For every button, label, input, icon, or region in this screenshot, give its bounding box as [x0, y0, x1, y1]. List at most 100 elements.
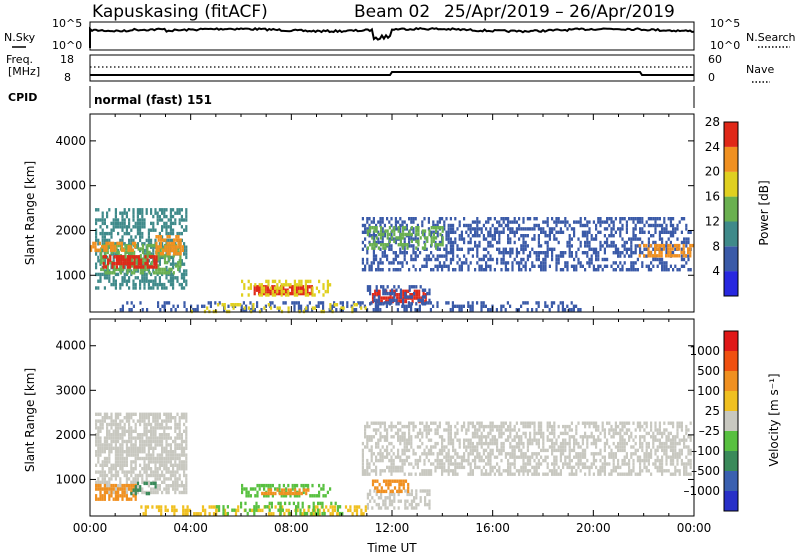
- radar-cell: [564, 308, 567, 312]
- radar-cell: [152, 248, 155, 253]
- radar-cell: [449, 455, 452, 459]
- radar-cell: [478, 452, 481, 456]
- radar-cell: [421, 469, 424, 473]
- radar-cell: [421, 295, 424, 299]
- radar-cell: [152, 433, 155, 437]
- radar-cell: [524, 455, 527, 459]
- radar-cell: [114, 208, 117, 212]
- radar-cell: [397, 243, 400, 247]
- radar-cell: [608, 244, 611, 248]
- radar-cell: [131, 241, 134, 246]
- radar-cell: [121, 446, 124, 450]
- radar-cell: [403, 304, 406, 308]
- radar-cell: [172, 221, 175, 226]
- radar-cell: [617, 448, 620, 453]
- radar-cell: [643, 455, 646, 459]
- radar-cell: [405, 438, 408, 442]
- radar-cell: [568, 462, 571, 466]
- radar-cell: [524, 234, 527, 238]
- radar-cell: [418, 308, 421, 312]
- radar-cell: [134, 429, 137, 433]
- radar-cell: [504, 251, 507, 255]
- radar-cell: [650, 472, 653, 476]
- radar-cell: [566, 465, 569, 470]
- radar-cell: [209, 301, 212, 305]
- radar-cell: [172, 467, 175, 471]
- radar-cell: [511, 220, 514, 224]
- radar-cell: [667, 268, 670, 272]
- radar-cell: [132, 453, 135, 457]
- radar-cell: [383, 234, 386, 238]
- radar-cell: [159, 267, 162, 272]
- radar-cell: [361, 448, 364, 453]
- radar-cell: [414, 462, 417, 466]
- radar-cell: [256, 483, 259, 488]
- colorbar-tick-label: 28: [705, 115, 720, 129]
- radar-cell: [493, 441, 496, 446]
- radar-cell: [167, 456, 170, 461]
- radar-cell: [379, 452, 382, 456]
- radar-cell: [154, 419, 157, 423]
- radar-cell: [299, 285, 302, 289]
- radar-cell: [619, 251, 622, 255]
- nave-tick-bottom: 0: [708, 71, 715, 84]
- radar-cell: [366, 469, 369, 473]
- radar-cell: [392, 458, 395, 463]
- radar-cell: [507, 435, 510, 439]
- radar-cell: [150, 211, 153, 215]
- radar-cell: [271, 289, 274, 294]
- radar-cell: [471, 234, 474, 238]
- radar-cell: [641, 220, 644, 224]
- radar-cell: [603, 469, 606, 473]
- radar-cell: [500, 217, 503, 221]
- radar-cell: [401, 452, 404, 456]
- radar-cell: [397, 448, 400, 453]
- radar-cell: [467, 251, 470, 255]
- radar-cell: [443, 247, 446, 251]
- radar-cell: [396, 296, 399, 300]
- radar-cell: [174, 308, 177, 312]
- radar-cell: [471, 421, 474, 425]
- radar-cell: [555, 220, 558, 224]
- radar-cell: [132, 494, 135, 498]
- radar-cell: [372, 469, 375, 473]
- radar-cell: [185, 490, 188, 495]
- radar-cell: [260, 483, 263, 488]
- radar-cell: [425, 264, 428, 268]
- radar-cell: [674, 230, 677, 234]
- radar-cell: [112, 221, 115, 226]
- radar-cell: [158, 426, 161, 430]
- radar-cell: [388, 268, 391, 272]
- radar-cell: [143, 248, 146, 253]
- radar-cell: [614, 469, 617, 473]
- radar-cell: [540, 455, 543, 459]
- radar-cell: [586, 237, 589, 241]
- radar-cell: [634, 261, 637, 265]
- radar-cell: [375, 431, 378, 436]
- radar-cell: [143, 286, 146, 290]
- radar-cell: [129, 265, 132, 269]
- radar-cell: [130, 426, 133, 430]
- radar-cell: [375, 229, 378, 233]
- radar-cell: [390, 428, 393, 432]
- radar-cell: [610, 472, 613, 476]
- radar-cell: [434, 465, 437, 470]
- radar-cell: [388, 441, 391, 446]
- radar-cell: [271, 293, 274, 297]
- radar-cell: [128, 470, 131, 474]
- radar-cell: [577, 257, 580, 262]
- radar-cell: [421, 435, 424, 439]
- radar-cell: [111, 261, 114, 266]
- radar-cell: [634, 247, 637, 251]
- radar-cell: [125, 211, 128, 215]
- radar-cell: [123, 416, 126, 420]
- radar-cell: [106, 225, 109, 229]
- radar-cell: [588, 230, 591, 234]
- radar-cell: [110, 412, 113, 416]
- radar-cell: [465, 431, 468, 436]
- radar-cell: [467, 223, 470, 228]
- radar-cell: [393, 289, 397, 293]
- radar-cell: [463, 455, 466, 459]
- radar-cell: [140, 258, 143, 262]
- radar-cell: [143, 221, 146, 226]
